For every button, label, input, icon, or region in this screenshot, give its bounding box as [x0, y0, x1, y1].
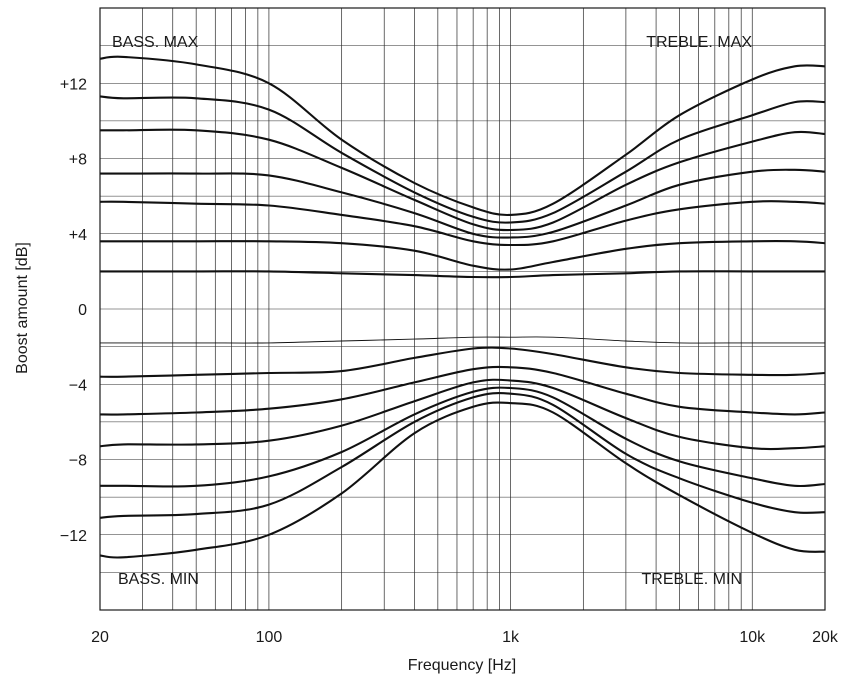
series-line-12 — [100, 386, 826, 488]
series-line-4 — [100, 168, 826, 239]
y-tick-label: +8 — [69, 152, 87, 169]
tick-labels: 20 100 1k 10k 20k +12 +8 +4 0 −4 −8 −12 — [60, 76, 839, 646]
x-tick-label: 10k — [739, 629, 766, 646]
plot-frame — [99, 7, 826, 611]
treble-min-label: TREBLE. MIN — [642, 571, 742, 588]
grid — [99, 8, 826, 610]
y-tick-label: +4 — [69, 227, 87, 244]
series-group — [99, 55, 826, 559]
x-axis-title: Frequency [Hz] — [408, 657, 516, 674]
series-line-3 — [99, 128, 826, 232]
corner-labels: BASS. MAX TREBLE. MAX BASS. MIN TREBLE. … — [112, 34, 752, 588]
bass-min-label: BASS. MIN — [118, 571, 199, 588]
y-tick-label: −4 — [69, 377, 87, 394]
series-line-14 — [99, 401, 826, 559]
series-line-2 — [99, 95, 826, 224]
series-line-6 — [100, 240, 826, 271]
y-tick-label: −8 — [69, 453, 87, 470]
x-tick-label: 20k — [812, 629, 839, 646]
series-line-9 — [99, 346, 826, 378]
series-line-11 — [99, 378, 826, 451]
series-line-13 — [99, 392, 826, 519]
y-axis-title: Boost amount [dB] — [14, 242, 31, 374]
series-line-5 — [99, 200, 826, 247]
treble-max-label: TREBLE. MAX — [646, 34, 752, 51]
y-tick-label: +12 — [60, 76, 87, 93]
bass-max-label: BASS. MAX — [112, 34, 199, 51]
series-line-7 — [100, 270, 825, 279]
x-tick-label: 1k — [502, 629, 520, 646]
y-tick-label: −12 — [60, 528, 87, 545]
series-line-8 — [99, 336, 825, 344]
series-line-10 — [99, 365, 826, 416]
x-tick-label: 20 — [91, 629, 109, 646]
series-line-1 — [99, 55, 826, 217]
y-tick-label: 0 — [78, 302, 87, 319]
x-tick-label: 100 — [256, 629, 283, 646]
